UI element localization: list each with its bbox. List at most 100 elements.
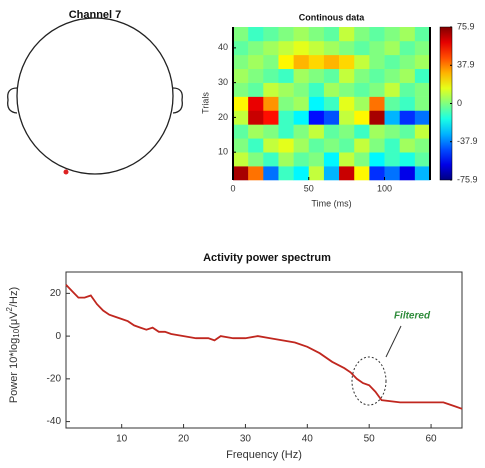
colorbar-tick-label: 75.9 <box>457 21 475 31</box>
heat-cell <box>339 138 355 153</box>
heat-cell <box>263 40 279 56</box>
heat-cell <box>354 68 370 83</box>
heat-cell <box>278 110 294 125</box>
heat-cell <box>354 27 370 42</box>
heat-cell <box>263 138 279 153</box>
heat-cell <box>339 54 355 70</box>
heat-cell <box>414 27 431 42</box>
heat-cell <box>414 152 431 167</box>
x-tick-label: 50 <box>364 434 376 445</box>
heat-cell <box>233 152 249 167</box>
heat-cell <box>414 110 431 125</box>
heat-cell <box>399 40 416 56</box>
x-tick-label: 50 <box>304 183 314 193</box>
x-tick-label: 20 <box>178 434 190 445</box>
heat-cell <box>278 68 294 83</box>
heat-cell <box>233 124 249 139</box>
y-tick-label: -40 <box>47 416 62 427</box>
colorbar-tick-label: -37.9 <box>457 136 478 146</box>
heat-cell <box>323 124 340 139</box>
heat-cell <box>414 166 431 181</box>
heat-cell <box>293 152 310 167</box>
heat-cell <box>399 68 416 83</box>
heat-cell <box>248 54 264 70</box>
heat-cell <box>369 110 385 125</box>
heat-cell <box>233 138 249 153</box>
heat-cell <box>399 96 416 111</box>
heat-cell <box>323 68 340 83</box>
heat-cell <box>399 27 416 42</box>
colorbar-tick-label: -75.9 <box>457 174 478 184</box>
y-label-part: /Hz) <box>8 287 20 307</box>
heat-cell <box>278 82 294 97</box>
heat-cell <box>323 166 340 181</box>
heat-cell <box>278 124 294 139</box>
heat-cell <box>399 166 416 181</box>
heat-cell <box>233 110 249 125</box>
heat-cell <box>369 96 385 111</box>
heat-cell <box>293 96 310 111</box>
heat-cell <box>248 110 264 125</box>
heat-cell <box>278 27 294 42</box>
heat-cell <box>399 124 416 139</box>
heat-cell <box>248 124 264 139</box>
heat-cell <box>354 82 370 97</box>
heat-cell <box>233 68 249 83</box>
spectrum-line <box>65 284 463 410</box>
heat-cell <box>293 110 310 125</box>
heat-cell <box>308 138 325 153</box>
annotation: Filtered <box>394 311 431 322</box>
heat-cell <box>384 82 400 97</box>
heat-cell <box>384 166 400 181</box>
heat-cell <box>308 96 325 111</box>
x-tick-label: 0 <box>230 183 235 193</box>
heat-cell <box>414 68 431 83</box>
heat-cell <box>354 166 370 181</box>
heat-cell <box>354 96 370 111</box>
y-tick-label: 20 <box>218 112 228 122</box>
heat-cell <box>369 152 385 167</box>
heat-cell <box>339 152 355 167</box>
heat-cell <box>339 40 355 56</box>
heat-cell <box>263 152 279 167</box>
heat-cell <box>339 68 355 83</box>
heat-cell <box>369 166 385 181</box>
y-tick-label: 10 <box>218 147 228 157</box>
heat-cell <box>384 68 400 83</box>
heat-cell <box>369 54 385 70</box>
filtered-ellipse <box>351 356 387 406</box>
heat-cell <box>369 138 385 153</box>
heat-cell <box>399 54 416 70</box>
heat-cell <box>354 110 370 125</box>
heat-cell <box>263 27 279 42</box>
heat-cell <box>414 82 431 97</box>
y-label-part: 2 <box>5 306 14 311</box>
heat-cell <box>414 54 431 70</box>
heat-cell <box>248 40 264 56</box>
heat-cell <box>308 166 325 181</box>
chart-title: Activity power spectrum <box>203 252 331 264</box>
heat-cell <box>248 27 264 42</box>
channel-marker <box>63 169 69 175</box>
heat-cell <box>339 96 355 111</box>
heat-cell <box>308 68 325 83</box>
x-tick-label: 10 <box>116 434 128 445</box>
heat-cell <box>308 54 325 70</box>
heat-cell <box>399 138 416 153</box>
heat-cell <box>293 40 310 56</box>
heat-cell <box>323 96 340 111</box>
annotation-line <box>385 325 402 358</box>
head <box>7 17 183 175</box>
heat-cell <box>263 54 279 70</box>
topoplot-title: Channel 7 <box>69 9 122 21</box>
heat-cell <box>354 124 370 139</box>
y-tick-label: 40 <box>218 42 228 52</box>
heat-cell <box>233 27 249 42</box>
heat-cell <box>233 82 249 97</box>
colorbar-tick-label: 37.9 <box>457 60 475 70</box>
heat-cell <box>248 96 264 111</box>
heat-cell <box>308 152 325 167</box>
y-label-part: 10 <box>12 328 21 337</box>
y-label-part: Power 10*log <box>8 338 20 403</box>
